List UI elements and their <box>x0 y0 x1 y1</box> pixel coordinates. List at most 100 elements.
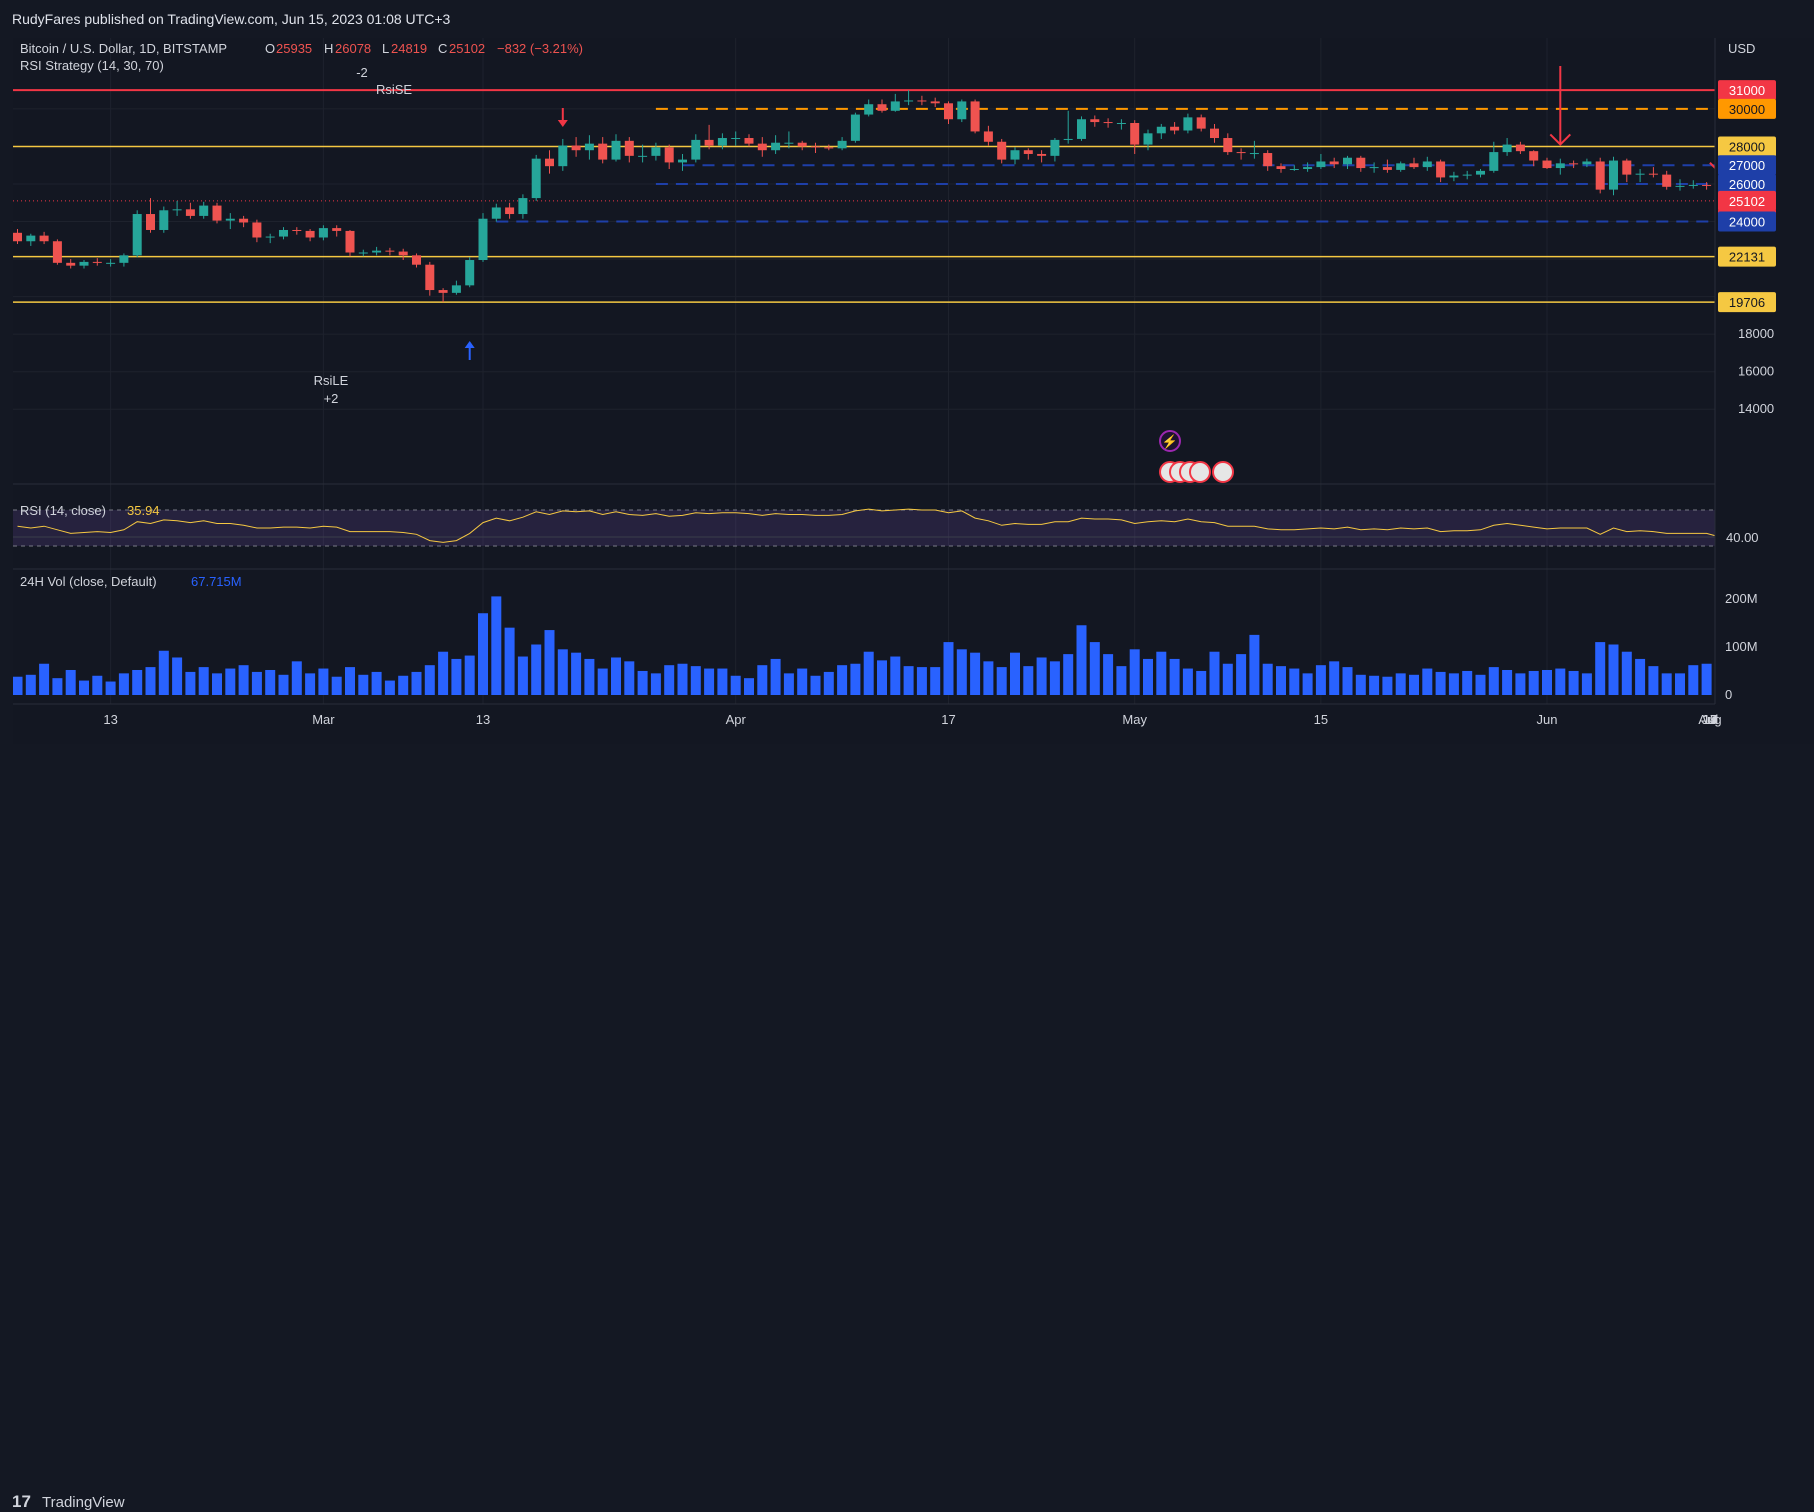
volume-bar <box>1236 654 1247 695</box>
candle-body <box>225 218 235 221</box>
time-axis-tick: 19 <box>1703 712 1717 727</box>
volume-bar <box>438 651 449 695</box>
time-axis-tick: 13 <box>103 712 117 727</box>
candle-body <box>584 143 594 151</box>
candle-body <box>1196 117 1206 129</box>
candle-body <box>1542 160 1552 169</box>
volume-bar <box>717 668 728 695</box>
candle-body <box>106 262 116 264</box>
volume-bar <box>345 667 355 695</box>
legend-symbol: Bitcoin / U.S. Dollar, 1D, BITSTAMP <box>20 41 227 56</box>
price-badge <box>1718 292 1776 313</box>
candle-body <box>704 139 714 146</box>
candle-body <box>784 142 794 144</box>
volume-bar <box>1196 670 1207 695</box>
candle-body <box>944 103 953 120</box>
candle-body <box>1276 166 1286 169</box>
us-flag-event-icon[interactable] <box>1189 461 1211 483</box>
time-axis-tick: 17 <box>1703 712 1717 727</box>
volume-bar <box>584 658 595 695</box>
legend-l-label: L <box>382 41 389 56</box>
candle-body <box>199 205 209 216</box>
candle-body <box>412 255 421 265</box>
candle-body <box>1090 119 1100 123</box>
volume-bar <box>331 676 342 695</box>
price-badge <box>1718 98 1776 119</box>
rsi-legend-name: RSI (14, close) <box>20 503 106 518</box>
candle-body <box>1210 128 1219 139</box>
candle-body <box>744 138 754 144</box>
candle-body <box>771 142 781 151</box>
candle-body <box>146 214 155 230</box>
volume-axis-tick: 200M <box>1725 591 1758 606</box>
volume-bar <box>1701 663 1712 695</box>
volume-bar <box>158 650 169 695</box>
candle-body <box>1263 153 1273 167</box>
candle-body <box>877 104 887 111</box>
volume-bar <box>757 665 768 695</box>
candle-body <box>66 262 76 266</box>
volume-bar <box>744 678 754 695</box>
candle-body <box>797 142 807 147</box>
candle-body <box>491 207 501 219</box>
volume-bar <box>611 657 621 695</box>
candle-body <box>531 158 541 199</box>
volume-bar <box>1661 673 1672 695</box>
candle-body <box>1396 163 1406 170</box>
volume-bar <box>1382 676 1393 695</box>
candle-body <box>1648 173 1658 175</box>
candle-body <box>1529 151 1539 161</box>
volume-bar <box>1515 673 1526 695</box>
candle-body <box>837 140 847 149</box>
volume-bar <box>491 596 502 695</box>
footer-brand[interactable]: TradingView <box>42 1494 125 1511</box>
price-badges: 31000300002800027000260002510201:51:4824… <box>1718 80 1776 313</box>
candle-body <box>1635 173 1645 175</box>
chart-area[interactable]: ⚡ Bitcoin / U.S. Dollar, 1D, BITSTAMP O … <box>12 38 1814 744</box>
volume-bar <box>1475 674 1486 695</box>
candle-body <box>598 143 608 160</box>
candle-body <box>1316 161 1326 168</box>
candle-body <box>279 229 288 237</box>
candle-body <box>132 214 142 256</box>
price-badge-label: 26000 <box>1729 177 1765 192</box>
long-signal-arrow-head <box>464 341 475 348</box>
chart-svg[interactable]: ⚡ Bitcoin / U.S. Dollar, 1D, BITSTAMP O … <box>12 38 1814 744</box>
volume-bar <box>451 658 462 695</box>
candle-body <box>1143 133 1153 145</box>
time-axis-tick: 17 <box>941 712 955 727</box>
candle-body <box>1050 139 1060 156</box>
candle-body <box>691 139 701 160</box>
candle-body <box>1116 123 1126 124</box>
volume-bar <box>783 673 794 695</box>
candle-body <box>824 147 834 149</box>
time-axis-tick: 14 <box>1703 712 1717 727</box>
volume-bar <box>1023 666 1034 695</box>
candle-body <box>358 252 368 254</box>
short-signal-qty: -2 <box>356 65 368 80</box>
volume-bar <box>318 668 329 695</box>
event-icons[interactable]: ⚡ <box>1159 430 1234 483</box>
legend-change: −832 (−3.21%) <box>497 41 583 56</box>
price-badge <box>1718 136 1776 157</box>
volume-bar <box>464 655 475 695</box>
candle-body <box>1156 126 1166 134</box>
time-axis-tick: Jul <box>1702 712 1719 727</box>
us-flag-event-icon[interactable] <box>1212 461 1234 483</box>
volume-bar <box>1036 657 1047 695</box>
volume-bar <box>371 671 382 695</box>
volume-bar <box>1129 649 1140 695</box>
candle-body <box>624 140 634 156</box>
time-axis-tick: Aug <box>1698 712 1721 727</box>
price-badge <box>1718 155 1776 176</box>
candle-body <box>917 100 927 102</box>
volume-bar <box>92 675 103 695</box>
volume-bar <box>1621 651 1632 695</box>
lightning-event-icon[interactable] <box>1159 430 1181 452</box>
volume-bar <box>358 674 369 695</box>
volume-bar <box>970 652 981 695</box>
tradingview-logo-icon[interactable]: 17 <box>12 1492 31 1511</box>
volume-bar <box>1462 670 1473 695</box>
volume-bar <box>837 665 848 695</box>
